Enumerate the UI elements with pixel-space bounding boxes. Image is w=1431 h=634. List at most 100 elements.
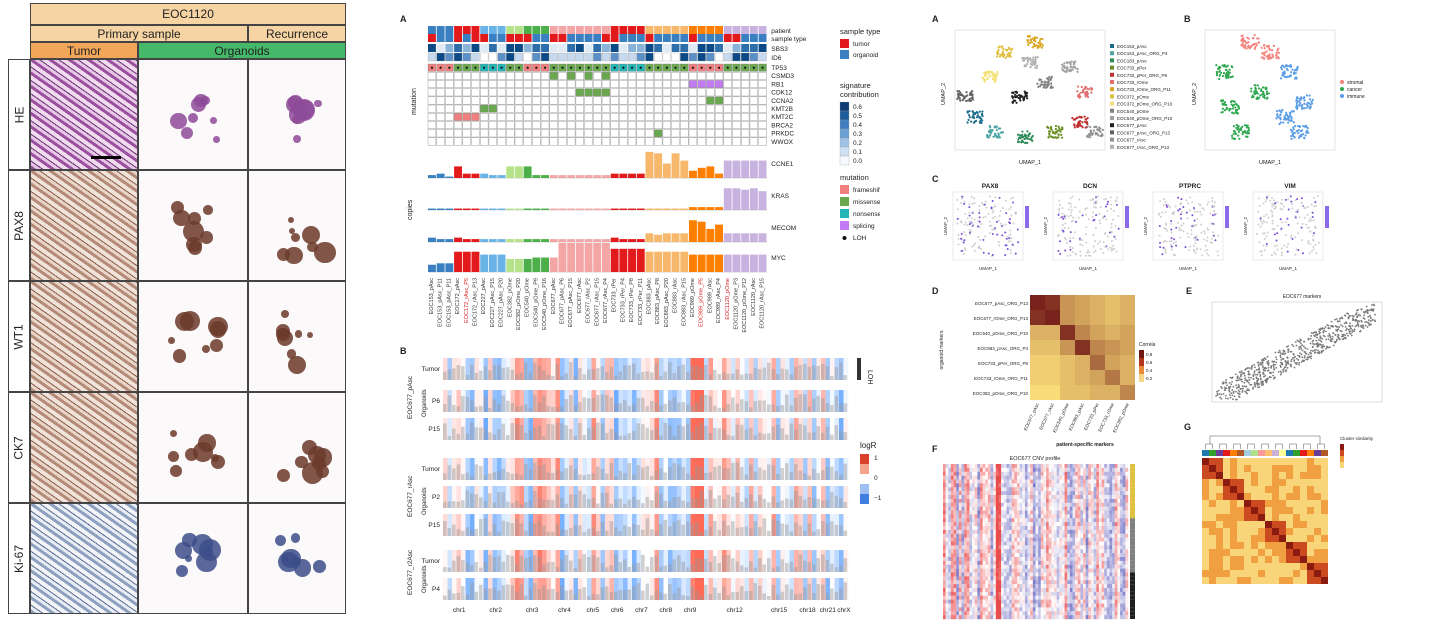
signature-cell [523, 44, 532, 52]
scatter-point [1252, 386, 1255, 389]
heatmap-cell [492, 486, 498, 508]
cnv-profile-cell [1001, 464, 1004, 469]
heatmap-cell [690, 578, 696, 600]
scatter-point [1301, 349, 1304, 352]
legend-swatch [1110, 123, 1114, 128]
feature-point [1263, 215, 1266, 218]
heatmap-cell [596, 514, 601, 536]
loh-bar [596, 531, 600, 536]
feature-point [1058, 199, 1061, 202]
loh-bar [488, 554, 492, 572]
feature-point [960, 202, 963, 205]
legend-dot [1340, 87, 1344, 91]
umap-point [1281, 108, 1284, 112]
scatter-point [1352, 317, 1354, 319]
scatter-point [1345, 332, 1348, 335]
heatmap-cell [798, 458, 804, 480]
legend-label: splicing [853, 223, 875, 230]
loh-bar [713, 587, 717, 600]
heatmap-cell [447, 458, 453, 480]
heatmap-cell [627, 418, 633, 440]
umap-point [1060, 133, 1063, 136]
mutation-cell [471, 121, 480, 130]
scatter-point [1215, 394, 1218, 397]
umap-point [1241, 42, 1244, 45]
feature-point [1064, 214, 1067, 217]
umap-point [1051, 130, 1054, 133]
feature-point [1306, 213, 1309, 216]
sample-label: EOC989_rAsc [707, 278, 713, 313]
feature-point [1170, 220, 1173, 223]
loh-bar [479, 584, 483, 600]
mutation-cell [653, 104, 663, 113]
cnv-bar [445, 176, 454, 178]
feature-point [1304, 206, 1307, 209]
heatmap-cell [596, 550, 601, 572]
signature-cell [567, 52, 576, 62]
heatmap-cell [654, 486, 660, 508]
loh-bar [546, 531, 551, 536]
umap-point [976, 114, 980, 117]
loh-bar [578, 474, 582, 480]
mutation-cell [714, 80, 724, 89]
cnv-profile-cell [1043, 464, 1047, 469]
mutation-cell [427, 80, 437, 89]
heatmap-cell [731, 486, 736, 508]
umap-point [1295, 99, 1298, 102]
heatmap-cell [780, 458, 786, 480]
feature-point [1064, 238, 1067, 241]
cnv-bar [488, 208, 497, 210]
loh-bar [497, 531, 501, 536]
loh-bar [839, 525, 843, 536]
feature-point [1265, 197, 1268, 200]
loh-bar [843, 403, 848, 412]
loh-bar [834, 567, 839, 572]
feature-point [1317, 195, 1320, 198]
scatter-point [1220, 386, 1222, 388]
feature-point [1004, 244, 1007, 247]
loh-bar [677, 464, 681, 480]
umap-point [1218, 67, 1221, 70]
loh-bar [812, 497, 816, 508]
loh-bar [623, 559, 627, 572]
scatter-point [1272, 364, 1275, 367]
umap-point [1251, 43, 1254, 46]
scatter-point [1294, 355, 1297, 358]
loh-bar [528, 557, 533, 572]
feature-point [1064, 249, 1067, 252]
scatter-point [1329, 327, 1331, 330]
sample-type-cell [506, 34, 515, 42]
scatter-point [1252, 373, 1255, 376]
loh-bar [533, 394, 537, 412]
umap-point [1041, 44, 1044, 47]
loh-bar [497, 364, 501, 380]
umap-point [1019, 99, 1022, 102]
feature-point [1317, 241, 1320, 244]
loh-bar [726, 494, 731, 508]
scatter-point [1280, 358, 1283, 361]
loh-bar [668, 400, 672, 412]
feature-point [1280, 247, 1283, 250]
heatmap-cell [483, 514, 489, 536]
scatter-point [1228, 386, 1231, 389]
feature-point [1102, 251, 1105, 254]
umap-point [1237, 105, 1240, 109]
mutation-cell [514, 137, 524, 146]
mutation-cell [653, 137, 663, 146]
signature-cell [689, 44, 697, 52]
mutation-cell [427, 129, 437, 138]
feature-title: PTPRC [1179, 183, 1201, 190]
heatmap-cell [600, 390, 606, 412]
heatmap-cell [785, 358, 790, 380]
loh-bar [686, 473, 690, 480]
heatmap-cell [654, 358, 660, 380]
scatter-point [1235, 379, 1238, 382]
loh-bar [542, 370, 546, 380]
heatmap-cell [474, 514, 480, 536]
legend-swatch [1110, 80, 1114, 84]
scatter-point [1254, 385, 1257, 388]
scatter-point [1272, 371, 1275, 374]
loh-bar [479, 466, 483, 480]
feature-point [968, 231, 971, 234]
loh-bar [830, 375, 834, 380]
